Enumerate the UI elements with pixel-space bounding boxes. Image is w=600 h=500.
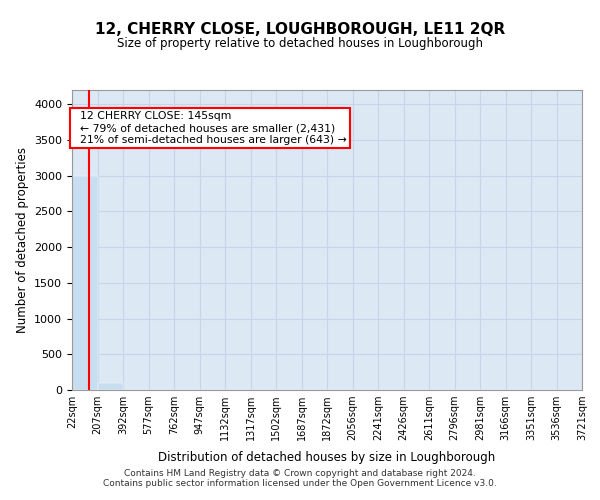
Text: 12 CHERRY CLOSE: 145sqm
  ← 79% of detached houses are smaller (2,431)
  21% of : 12 CHERRY CLOSE: 145sqm ← 79% of detache… xyxy=(73,112,347,144)
Text: 12, CHERRY CLOSE, LOUGHBOROUGH, LE11 2QR: 12, CHERRY CLOSE, LOUGHBOROUGH, LE11 2QR xyxy=(95,22,505,38)
X-axis label: Distribution of detached houses by size in Loughborough: Distribution of detached houses by size … xyxy=(158,452,496,464)
Text: Size of property relative to detached houses in Loughborough: Size of property relative to detached ho… xyxy=(117,38,483,51)
Text: Contains public sector information licensed under the Open Government Licence v3: Contains public sector information licen… xyxy=(103,479,497,488)
Y-axis label: Number of detached properties: Number of detached properties xyxy=(16,147,29,333)
Text: Contains HM Land Registry data © Crown copyright and database right 2024.: Contains HM Land Registry data © Crown c… xyxy=(124,469,476,478)
Bar xyxy=(72,176,97,390)
Bar xyxy=(97,383,123,390)
